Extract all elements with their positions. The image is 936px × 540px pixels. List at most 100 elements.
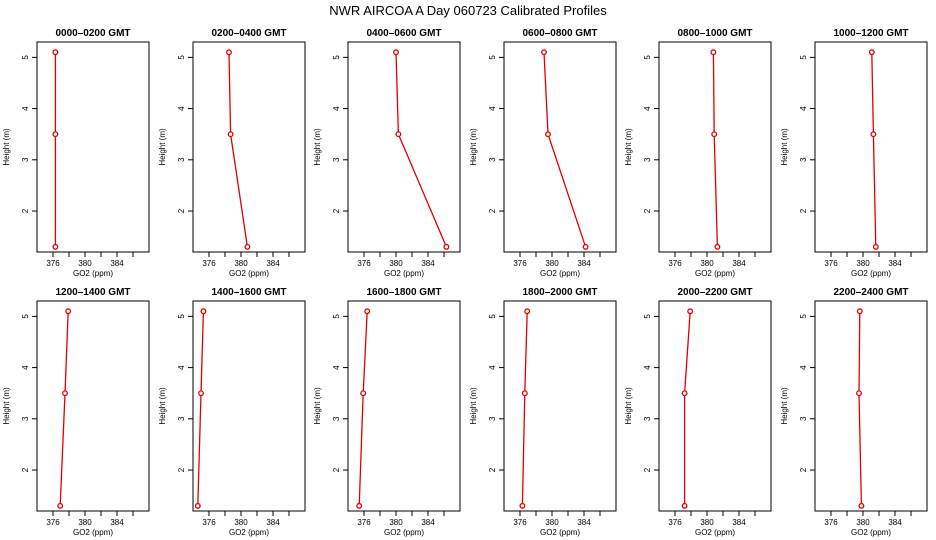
plot-frame xyxy=(503,41,617,253)
x-tick-label: 384 xyxy=(888,259,902,268)
panel-0: 0000–0200 GMT 376 380 384 2 3 4 5 GO2 (ppm) Heigh… xyxy=(2,28,150,278)
x-tick-label: 376 xyxy=(46,259,60,268)
profile-point xyxy=(541,49,547,56)
panel-6: 1200–1400 GMT 376 380 384 2 3 4 5 GO2 (ppm) Heigh… xyxy=(2,287,150,537)
x-tick-label: 380 xyxy=(700,518,714,527)
panel-title: 2000–2200 GMT xyxy=(677,287,752,298)
y-tick-label: 3 xyxy=(332,157,341,162)
x-tick-label: 376 xyxy=(202,518,216,527)
y-tick-label: 4 xyxy=(799,365,808,370)
x-axis-label: GO2 (ppm) xyxy=(384,269,424,278)
profile-point xyxy=(870,131,877,138)
y-tick-label: 4 xyxy=(799,106,808,111)
profile-point xyxy=(244,243,251,250)
y-axis-label: Height (m) xyxy=(469,128,478,166)
x-tick-label: 380 xyxy=(856,259,870,268)
profile-point xyxy=(711,131,718,138)
y-tick-label: 2 xyxy=(799,208,808,213)
x-tick-label: 376 xyxy=(824,259,838,268)
profile-point xyxy=(856,308,863,315)
panel-title: 1600–1800 GMT xyxy=(366,287,441,298)
x-tick-label: 384 xyxy=(577,518,591,527)
y-tick-label: 2 xyxy=(177,467,186,472)
y-tick-label: 4 xyxy=(643,106,652,111)
profile-point xyxy=(62,390,68,397)
x-tick-label: 384 xyxy=(266,518,280,527)
plot-frame xyxy=(814,300,928,512)
x-tick-label: 384 xyxy=(110,259,124,268)
x-axis-label: GO2 (ppm) xyxy=(851,269,891,278)
panel-10: 2000–2200 GMT 376 380 384 2 3 4 5 GO2 (ppm) Heigh… xyxy=(624,287,772,537)
profile-point xyxy=(521,390,528,397)
y-tick-label: 4 xyxy=(177,365,186,370)
y-tick-label: 5 xyxy=(177,314,186,319)
y-tick-label: 2 xyxy=(177,208,186,213)
y-tick-label: 3 xyxy=(488,416,497,421)
y-tick-label: 3 xyxy=(177,157,186,162)
x-axis-label: GO2 (ppm) xyxy=(384,528,424,537)
x-axis-label: GO2 (ppm) xyxy=(73,528,113,537)
y-axis-label: Height (m) xyxy=(780,387,789,425)
profile-line xyxy=(858,311,863,506)
y-axis-label: Height (m) xyxy=(2,387,11,425)
y-tick-label: 4 xyxy=(177,106,186,111)
profile-point xyxy=(65,308,72,315)
y-tick-label: 5 xyxy=(332,55,341,60)
panel-3: 0600–0800 GMT 376 380 384 2 3 4 5 GO2 (ppm) Heigh… xyxy=(469,28,617,278)
x-tick-label: 384 xyxy=(577,259,591,268)
panel-1: 0200–0400 GMT 376 380 384 2 3 4 5 GO2 (ppm) Heigh… xyxy=(158,28,306,278)
y-tick-label: 4 xyxy=(21,365,30,370)
x-tick-label: 380 xyxy=(700,259,714,268)
panel-title: 1800–2000 GMT xyxy=(522,287,597,298)
panel-title: 1400–1600 GMT xyxy=(211,287,286,298)
plot-frame xyxy=(36,41,150,253)
x-axis-label: GO2 (ppm) xyxy=(229,269,269,278)
panel-title: 1000–1200 GMT xyxy=(833,28,908,39)
y-axis-label: Height (m) xyxy=(2,128,11,166)
x-tick-label: 384 xyxy=(110,518,124,527)
x-tick-label: 384 xyxy=(421,518,435,527)
y-tick-label: 5 xyxy=(21,55,30,60)
x-tick-label: 376 xyxy=(202,259,216,268)
x-axis-label: GO2 (ppm) xyxy=(73,269,113,278)
y-axis-label: Height (m) xyxy=(469,387,478,425)
y-tick-label: 3 xyxy=(799,416,808,421)
y-tick-label: 5 xyxy=(799,314,808,319)
y-tick-label: 4 xyxy=(332,106,341,111)
plot-frame xyxy=(658,41,772,253)
profile-point xyxy=(356,502,363,509)
y-axis-label: Height (m) xyxy=(158,128,167,166)
profile-point xyxy=(360,390,367,397)
y-axis-label: Height (m) xyxy=(313,387,322,425)
y-tick-label: 3 xyxy=(332,416,341,421)
profile-point xyxy=(393,49,399,56)
panel-11: 2200–2400 GMT 376 380 384 2 3 4 5 GO2 (ppm) Heigh… xyxy=(780,287,928,537)
profile-point xyxy=(714,243,721,250)
y-tick-label: 5 xyxy=(643,55,652,60)
profile-line xyxy=(228,52,249,247)
profile-line xyxy=(543,52,587,248)
x-tick-label: 384 xyxy=(266,259,280,268)
panel-5: 1000–1200 GMT 376 380 384 2 3 4 5 GO2 (ppm) Heigh… xyxy=(780,28,928,278)
x-axis-label: GO2 (ppm) xyxy=(695,269,735,278)
y-tick-label: 3 xyxy=(799,157,808,162)
plot-frame xyxy=(347,41,461,253)
profile-point xyxy=(681,390,688,397)
y-tick-label: 2 xyxy=(643,208,652,213)
y-tick-label: 4 xyxy=(21,106,30,111)
x-tick-label: 376 xyxy=(357,259,371,268)
panel-title: 1200–1400 GMT xyxy=(55,287,130,298)
y-axis-label: Height (m) xyxy=(624,387,633,425)
x-tick-label: 376 xyxy=(668,259,682,268)
x-axis-label: GO2 (ppm) xyxy=(540,528,580,537)
y-tick-label: 2 xyxy=(21,208,30,213)
profile-point xyxy=(227,131,234,138)
x-tick-label: 380 xyxy=(389,259,403,268)
profile-point xyxy=(519,502,526,509)
profile-point xyxy=(198,390,204,397)
plot-frame xyxy=(503,300,617,512)
profile-point xyxy=(52,243,59,250)
profile-point xyxy=(687,308,694,315)
y-tick-label: 3 xyxy=(21,416,30,421)
profile-point xyxy=(872,243,879,250)
